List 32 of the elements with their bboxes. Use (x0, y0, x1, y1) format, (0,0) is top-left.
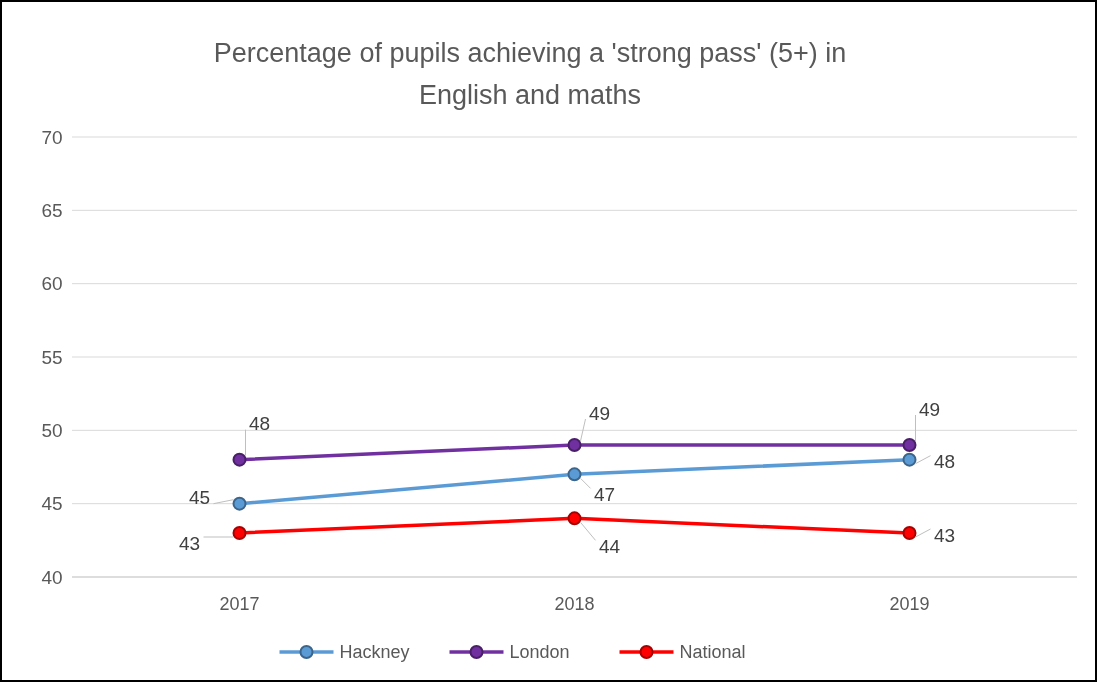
point (902, 438, 917, 452)
legend-label: London (509, 642, 570, 663)
point (232, 496, 247, 511)
point (232, 526, 247, 540)
point (567, 438, 582, 452)
y-tick-label: 55 (41, 346, 63, 368)
data-label: 49 (588, 402, 611, 424)
y-tick-label: 60 (41, 273, 63, 295)
point (567, 467, 582, 482)
chart-title: Percentage of pupils achieving a 'strong pass' (5+) in English and maths (213, 38, 847, 110)
x-tick-label: 2019 (889, 594, 930, 614)
data-label: 48 (248, 413, 271, 435)
y-tick-label: 70 (41, 126, 63, 148)
y-tick-label: 45 (41, 493, 63, 515)
point (232, 452, 247, 467)
data-label: 44 (598, 535, 621, 557)
data-label: 43 (933, 524, 956, 546)
point (902, 526, 917, 540)
data-label: 49 (918, 398, 941, 420)
y-tick-label: 40 (41, 566, 63, 588)
y-tick-label: 65 (41, 199, 63, 221)
data-label: 47 (593, 483, 616, 505)
point (902, 452, 917, 467)
point (567, 511, 582, 526)
legend-label: National (679, 642, 746, 663)
y-tick-label: 50 (41, 419, 63, 441)
legend-label: Hackney (339, 642, 410, 663)
x-tick-label: 2017 (219, 594, 260, 614)
data-label: 48 (933, 451, 956, 473)
data-label: 43 (178, 532, 201, 554)
x-tick-label: 2018 (554, 594, 595, 614)
data-label: 45 (188, 487, 211, 509)
